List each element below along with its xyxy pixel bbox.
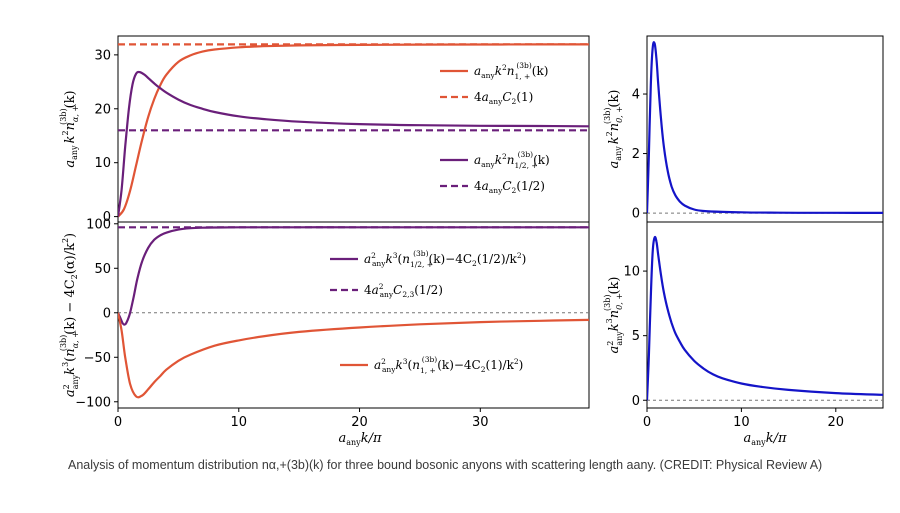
- top-left-ytick-label: 20: [94, 102, 111, 117]
- bottom-left-legend: a2 anyk3(n1/2, +(3b)(k)−4C2(1/2)/k2) 4a2 a…: [330, 249, 526, 375]
- bottom-left-ytick-label: −100: [75, 395, 111, 410]
- curves-layer: [118, 41, 883, 401]
- top-right-frame: [646, 35, 884, 223]
- top-left-plot-area: [118, 43, 589, 218]
- bottom-left-series-a-any-k-n1-2-3b-k-4c2-1-2-k-: [118, 226, 589, 326]
- top-left-series-aany-k-n1-3b-k-: [118, 43, 589, 218]
- bottom-left-ytick-label: 0: [103, 306, 111, 321]
- bottom-right-xtick-label: 10: [733, 415, 750, 430]
- bottom-right-ytick-label: 0: [632, 394, 640, 409]
- legend-label-n12: aanyk2n1/2, +(3b)(k): [474, 150, 550, 170]
- figure: 0 10 20 30 −100 −50 0 50 100 0 10 20 30 0 2 4 0 5 10 0 10 20 …: [59, 35, 884, 447]
- bottom-left-ytick-label: 100: [86, 217, 111, 232]
- legend-label-c23: 4a2 anyC2,3(1/2): [364, 282, 443, 299]
- bottom-right-xlabel: aanyk/π: [743, 431, 786, 447]
- bottom-left-ytick-label: −50: [84, 351, 111, 366]
- top-right-ytick-label: 0: [632, 207, 640, 222]
- bottom-left-xtick-label: 0: [114, 415, 122, 430]
- bottom-left-series-a-any-k-n1-3b-k-4c2-1-k-: [118, 312, 589, 399]
- bottom-left-ylabel: a2anyk3(nα, +(3b)(k) − 4C2(α)/k2): [59, 233, 80, 397]
- bottom-right-xtick-label: 0: [643, 415, 651, 430]
- top-left-ytick-label: 10: [94, 156, 111, 171]
- top-left-ytick-label: 30: [94, 48, 111, 63]
- bottom-right-xtick-label: 20: [828, 415, 845, 430]
- bottom-right-ytick-label: 5: [632, 329, 640, 344]
- top-left-legend: aanyk2n1, +(3b)(k) 4aanyC2(1) aanyk2n1/2…: [440, 61, 550, 195]
- legend-label-diff-1: a2 anyk3(n1, +(3b)(k)−4C2(1)/k2): [374, 355, 523, 375]
- legend-label-c2-1: 4aanyC2(1): [474, 90, 533, 106]
- bottom-left-plot-area: [118, 226, 589, 399]
- top-left-series-aany-k-n1-2-3b-k-: [118, 70, 589, 217]
- bottom-left-ytick-label: 50: [94, 262, 111, 277]
- top-right-plot-area: [647, 41, 883, 214]
- top-right-ytick-label: 4: [632, 88, 640, 103]
- bottom-left-xtick-label: 20: [351, 415, 368, 430]
- bottom-right-ytick-label: 10: [623, 265, 640, 280]
- bottom-left-xtick-label: 10: [230, 415, 247, 430]
- legend-label-c2-half: 4aanyC2(1/2): [474, 179, 545, 195]
- bottom-right-frame: [646, 221, 884, 409]
- bottom-left-xlabel: aanyk/π: [338, 431, 381, 447]
- top-left-ytick-label: 0: [103, 210, 111, 225]
- bottom-left-frame: [117, 221, 590, 409]
- bottom-right-plot-area: [647, 235, 883, 401]
- top-right-ytick-label: 2: [632, 147, 640, 162]
- bottom-left-xtick-label: 30: [472, 415, 489, 430]
- legend-label-diff-half: a2 anyk3(n1/2, +(3b)(k)−4C2(1/2)/k2): [364, 249, 526, 269]
- figure-caption: Analysis of momentum distribution nα,+(3…: [68, 458, 823, 472]
- legend-label-n1: aanyk2n1, +(3b)(k): [474, 61, 548, 81]
- top-right-ylabel: aanyk2n0, +(3b)(k): [603, 90, 624, 169]
- bottom-right-series-a-any-k-n0-3b-k-: [647, 235, 883, 401]
- bottom-right-ylabel: a2anyk3n0, +(3b)(k): [603, 276, 624, 353]
- top-right-series-aany-k-n0-3b-k-: [647, 41, 883, 214]
- top-left-ylabel: aanyk2nα, +(3b)(k): [59, 90, 80, 167]
